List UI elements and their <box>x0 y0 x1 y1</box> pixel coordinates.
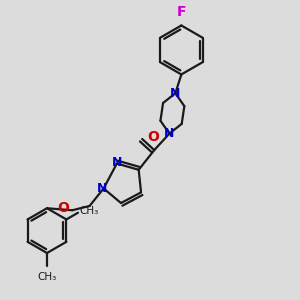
Text: O: O <box>57 201 69 215</box>
Text: CH₃: CH₃ <box>38 272 57 282</box>
Text: N: N <box>164 127 175 140</box>
Text: CH₃: CH₃ <box>79 206 98 216</box>
Text: N: N <box>97 182 107 195</box>
Text: N: N <box>170 87 181 100</box>
Text: O: O <box>148 130 159 145</box>
Text: F: F <box>177 5 186 19</box>
Text: N: N <box>112 155 122 169</box>
